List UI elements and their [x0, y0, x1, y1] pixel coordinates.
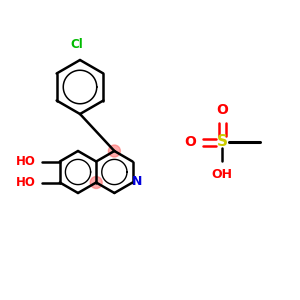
Circle shape [90, 176, 102, 188]
Text: S: S [217, 134, 227, 149]
Text: O: O [184, 135, 196, 149]
Text: HO: HO [16, 176, 36, 189]
Text: HO: HO [16, 155, 36, 168]
Text: N: N [132, 175, 143, 188]
Text: O: O [216, 103, 228, 117]
Text: Cl: Cl [70, 38, 83, 51]
Text: OH: OH [212, 169, 233, 182]
Circle shape [108, 145, 120, 157]
